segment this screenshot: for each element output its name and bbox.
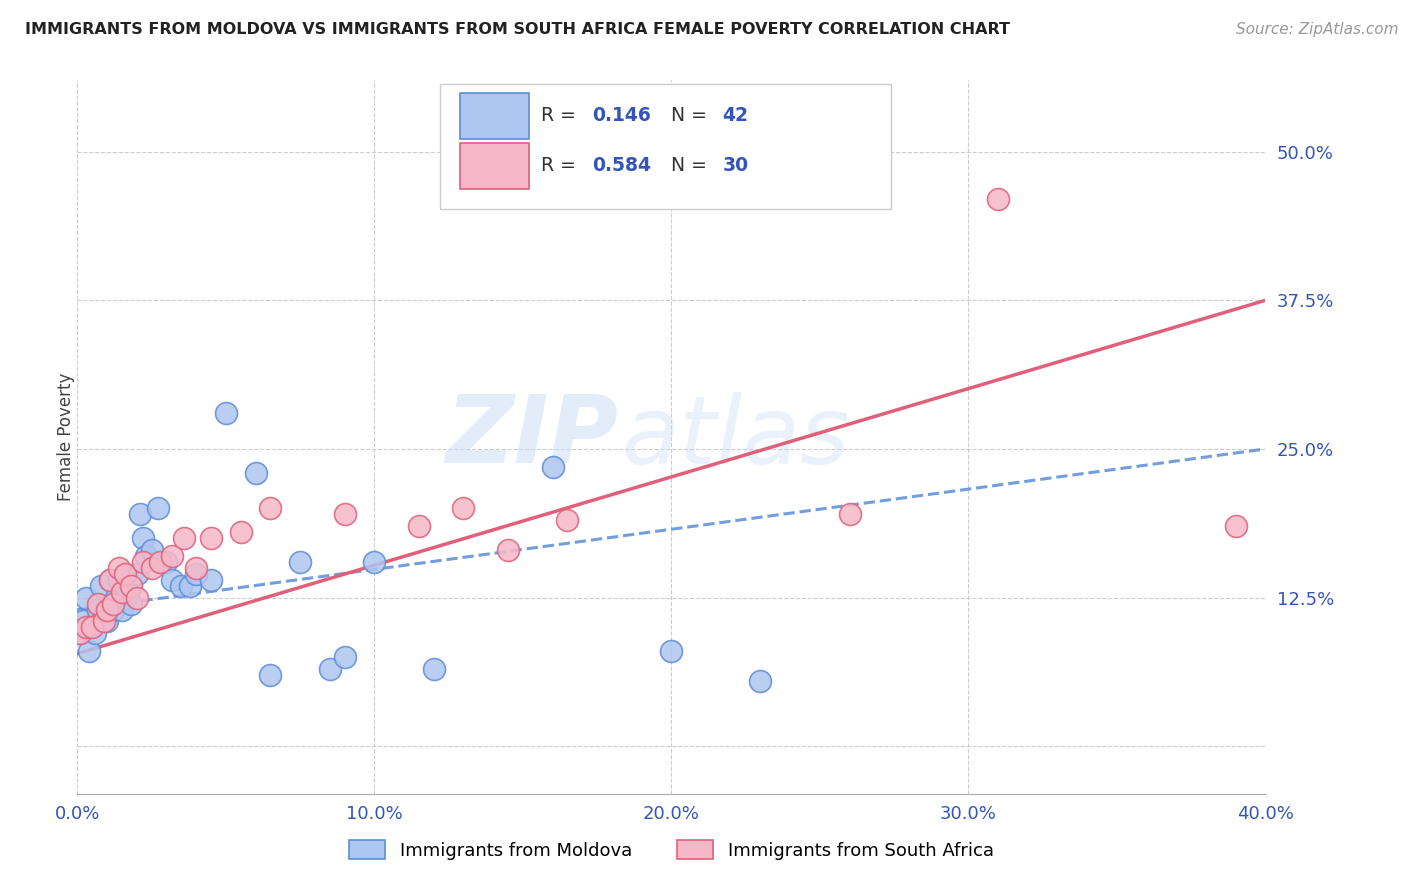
Point bbox=[90, 579, 112, 593]
Point bbox=[215, 406, 238, 420]
Point bbox=[131, 555, 153, 569]
Point bbox=[114, 566, 136, 581]
Point bbox=[131, 531, 153, 545]
Point bbox=[87, 602, 110, 616]
Text: R =: R = bbox=[541, 106, 582, 126]
Point bbox=[162, 573, 184, 587]
Point bbox=[333, 650, 356, 665]
Point bbox=[363, 555, 385, 569]
Point bbox=[229, 525, 252, 540]
Text: atlas: atlas bbox=[621, 392, 849, 483]
Point bbox=[179, 579, 201, 593]
Point bbox=[141, 543, 163, 558]
Point bbox=[98, 573, 121, 587]
Point bbox=[108, 573, 131, 587]
Point bbox=[453, 501, 475, 516]
Point bbox=[111, 584, 134, 599]
FancyBboxPatch shape bbox=[440, 84, 891, 209]
Point bbox=[541, 459, 564, 474]
Point bbox=[96, 602, 118, 616]
Text: 30: 30 bbox=[723, 156, 748, 176]
Point bbox=[149, 555, 172, 569]
Y-axis label: Female Poverty: Female Poverty bbox=[58, 373, 75, 501]
Point bbox=[75, 591, 97, 605]
Point bbox=[135, 549, 157, 563]
Point bbox=[422, 662, 444, 676]
Point bbox=[111, 602, 134, 616]
Point bbox=[661, 644, 683, 658]
Point bbox=[87, 597, 110, 611]
Point bbox=[120, 579, 142, 593]
Text: 0.146: 0.146 bbox=[592, 106, 651, 126]
Point bbox=[96, 602, 118, 616]
Text: IMMIGRANTS FROM MOLDOVA VS IMMIGRANTS FROM SOUTH AFRICA FEMALE POVERTY CORRELATI: IMMIGRANTS FROM MOLDOVA VS IMMIGRANTS FR… bbox=[25, 22, 1011, 37]
Text: ZIP: ZIP bbox=[446, 391, 617, 483]
Point bbox=[173, 531, 195, 545]
FancyBboxPatch shape bbox=[460, 93, 529, 139]
Point bbox=[408, 519, 430, 533]
Point bbox=[245, 466, 267, 480]
Point bbox=[333, 508, 356, 522]
Point bbox=[125, 591, 148, 605]
Point bbox=[117, 584, 139, 599]
Point bbox=[170, 579, 193, 593]
Point bbox=[93, 608, 115, 623]
Text: R =: R = bbox=[541, 156, 582, 176]
Text: N =: N = bbox=[672, 106, 713, 126]
Point bbox=[96, 615, 118, 629]
FancyBboxPatch shape bbox=[460, 143, 529, 189]
Point bbox=[838, 508, 860, 522]
Text: Source: ZipAtlas.com: Source: ZipAtlas.com bbox=[1236, 22, 1399, 37]
Point bbox=[84, 626, 107, 640]
Legend: Immigrants from Moldova, Immigrants from South Africa: Immigrants from Moldova, Immigrants from… bbox=[342, 832, 1001, 867]
Point bbox=[101, 597, 124, 611]
Point bbox=[557, 513, 579, 527]
Point bbox=[75, 620, 97, 634]
Point bbox=[1225, 519, 1247, 533]
Point bbox=[288, 555, 311, 569]
Point bbox=[82, 620, 104, 634]
Point bbox=[749, 673, 772, 688]
Point bbox=[141, 561, 163, 575]
Point bbox=[93, 615, 115, 629]
Point bbox=[125, 566, 148, 581]
Point bbox=[155, 555, 177, 569]
Text: 42: 42 bbox=[723, 106, 748, 126]
Point bbox=[82, 620, 104, 634]
Point bbox=[200, 573, 222, 587]
Point bbox=[259, 501, 281, 516]
Point bbox=[259, 668, 281, 682]
Point bbox=[104, 591, 127, 605]
Point bbox=[319, 662, 342, 676]
Point bbox=[128, 508, 150, 522]
Point bbox=[108, 561, 131, 575]
Point bbox=[72, 615, 94, 629]
Text: N =: N = bbox=[672, 156, 713, 176]
Point bbox=[200, 531, 222, 545]
Point bbox=[114, 591, 136, 605]
Point bbox=[98, 573, 121, 587]
Point bbox=[101, 602, 124, 616]
Point bbox=[496, 543, 519, 558]
Point bbox=[162, 549, 184, 563]
Point bbox=[186, 561, 208, 575]
Point bbox=[146, 501, 169, 516]
Point bbox=[77, 644, 100, 658]
Point bbox=[69, 626, 91, 640]
Text: 0.584: 0.584 bbox=[592, 156, 651, 176]
Point bbox=[186, 566, 208, 581]
Point bbox=[69, 626, 91, 640]
Point bbox=[987, 192, 1010, 206]
Point bbox=[120, 597, 142, 611]
